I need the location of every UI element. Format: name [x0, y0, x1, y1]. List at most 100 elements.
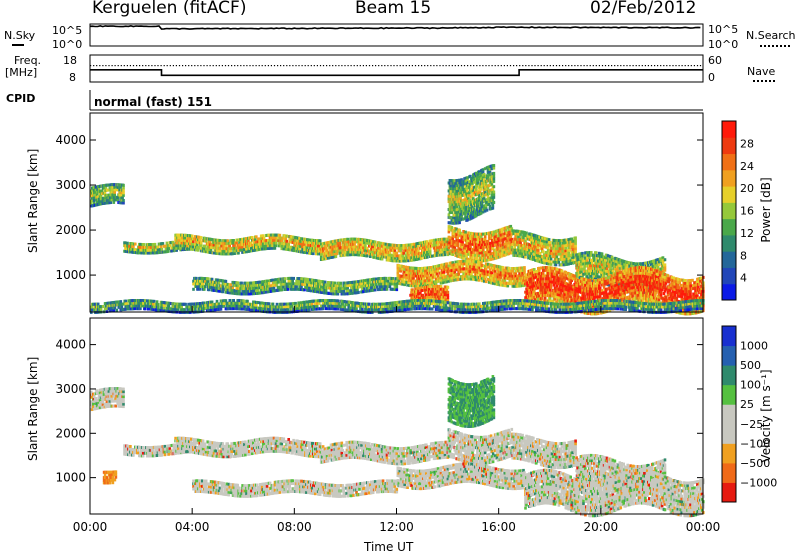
heatmap-cell	[206, 242, 210, 246]
heatmap-cell	[91, 189, 94, 193]
nave-dot	[454, 65, 456, 67]
heatmap-cell	[160, 247, 164, 251]
nave-dot	[206, 65, 208, 67]
heatmap-cell	[450, 226, 454, 229]
heatmap-cell	[122, 183, 125, 187]
heatmap-cell	[198, 238, 202, 242]
heatmap-cell	[574, 241, 577, 245]
heatmap-cell	[373, 248, 377, 252]
heatmap-cell	[203, 236, 207, 240]
heatmap-cell	[278, 233, 282, 237]
nave-dot	[608, 65, 610, 67]
heatmap-cell	[461, 235, 464, 238]
heatmap-cell	[363, 241, 366, 245]
heatmap-cell	[149, 248, 153, 252]
heatmap-cell	[151, 245, 155, 249]
heatmap-cell	[111, 195, 115, 199]
nave-dot	[546, 65, 548, 67]
heatmap-cell	[229, 241, 232, 245]
heatmap-cell	[303, 248, 306, 252]
heatmap-cell	[457, 255, 460, 258]
nave-dot	[387, 65, 389, 67]
nave-dot	[240, 65, 242, 67]
heatmap-cell	[194, 240, 198, 244]
heatmap-cell	[306, 246, 309, 250]
heatmap-cell	[436, 248, 440, 252]
nave-dot	[310, 65, 312, 67]
nave-dot	[442, 65, 444, 67]
heatmap-cell	[485, 250, 489, 254]
heatmap-cell	[268, 241, 272, 245]
heatmap-cell	[243, 250, 246, 254]
heatmap-cell	[443, 253, 447, 257]
nave-dot	[418, 65, 420, 67]
heatmap-cell	[168, 244, 172, 248]
heatmap-cell	[170, 249, 174, 253]
heatmap-cell	[459, 231, 462, 235]
heatmap-cell	[268, 246, 272, 250]
heatmap-cell	[462, 256, 465, 260]
heatmap-cell	[100, 189, 104, 193]
heatmap-cell	[241, 250, 244, 254]
nave-dot	[224, 65, 227, 67]
heatmap-cell	[113, 188, 116, 192]
heatmap-cell	[192, 245, 195, 249]
heatmap-cell	[238, 240, 241, 244]
nave-dot	[185, 65, 187, 67]
heatmap-cell	[266, 239, 270, 242]
heatmap-cell	[342, 289, 346, 293]
nave-dot	[188, 65, 190, 67]
nave-dot	[687, 65, 689, 67]
nave-dot	[470, 65, 472, 67]
top-panel-lines	[89, 24, 703, 77]
nave-dot	[574, 65, 576, 67]
heatmap-cell	[413, 242, 416, 246]
heatmap-cell	[449, 236, 453, 240]
heatmap-cell	[400, 244, 403, 248]
heatmap-cell	[361, 251, 364, 255]
heatmap-cell	[456, 241, 459, 245]
heatmap-cell	[112, 200, 116, 204]
heatmap-cell	[172, 246, 176, 250]
heatmap-cell	[177, 238, 180, 242]
nave-dot	[479, 65, 481, 67]
nave-dot	[635, 65, 637, 67]
heatmap-cell	[420, 256, 423, 260]
heatmap-cell	[435, 251, 439, 255]
heatmap-cell	[474, 235, 477, 239]
heatmap-cell	[392, 259, 396, 263]
nave-dot	[543, 65, 545, 67]
nave-dot	[261, 65, 263, 67]
nave-dot	[148, 65, 150, 67]
heatmap-cell	[315, 249, 318, 253]
nave-dot	[552, 65, 554, 67]
nave-dot	[243, 65, 245, 67]
heatmap-cell	[354, 237, 357, 241]
heatmap-cell	[254, 238, 257, 242]
heatmap-cell	[314, 244, 317, 248]
nave-dot	[356, 65, 358, 67]
heatmap-cell	[290, 238, 293, 241]
nave-dot	[485, 65, 487, 67]
nave-dot	[402, 65, 404, 67]
heatmap-cell	[378, 244, 382, 248]
nave-dot	[629, 65, 631, 67]
heatmap-cell	[346, 250, 349, 254]
nave-dot	[513, 65, 515, 67]
heatmap-cell	[226, 241, 229, 245]
nave-dot	[641, 65, 643, 67]
heatmap-cell	[233, 249, 236, 253]
nave-dot	[589, 65, 591, 67]
heatmap-cell	[456, 230, 459, 234]
heatmap-cell	[273, 246, 277, 250]
heatmap-cell	[159, 245, 163, 249]
nave-dot	[614, 65, 616, 67]
heatmap-cell	[131, 242, 134, 246]
heatmap-cell	[476, 251, 479, 255]
heatmap-cell	[420, 241, 423, 245]
heatmap-cell	[325, 249, 329, 253]
heatmap-cell	[218, 246, 222, 250]
heatmap-cell	[299, 244, 302, 248]
heatmap-cell	[202, 282, 205, 286]
heatmap-cell	[149, 251, 153, 255]
